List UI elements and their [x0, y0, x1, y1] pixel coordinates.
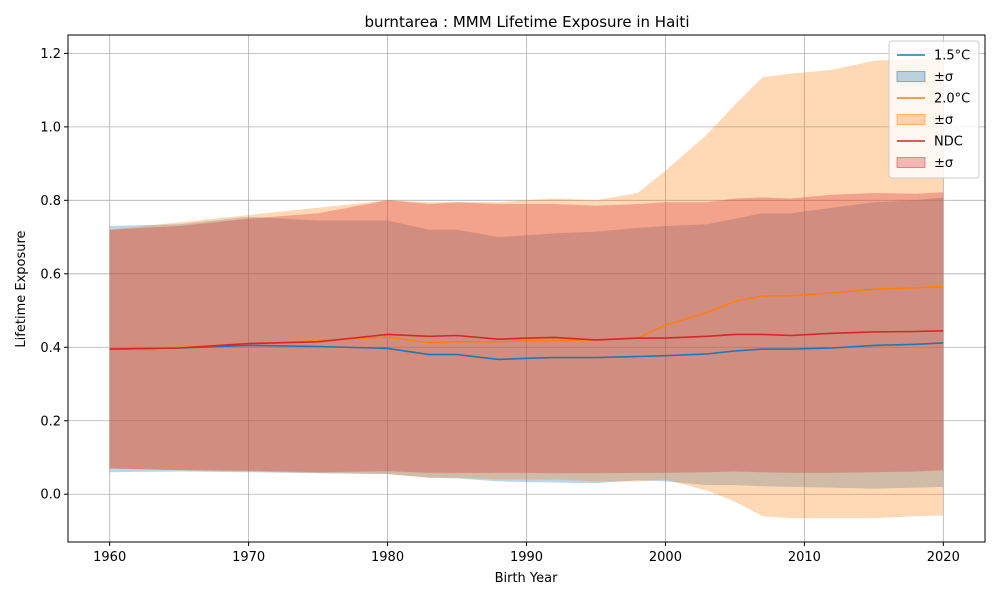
legend-band-label: ±σ [934, 70, 953, 85]
legend-band-label: ±σ [934, 156, 953, 171]
band-1 [109, 57, 944, 519]
x-tick-label: 2010 [788, 550, 821, 565]
x-tick-label: 1970 [232, 550, 265, 565]
x-axis-label: Birth Year [495, 571, 559, 586]
y-tick-label: 1.0 [40, 120, 61, 135]
legend-band-label: ±σ [934, 113, 953, 128]
x-tick-label: 1980 [371, 550, 404, 565]
chart-title: burntarea : MMM Lifetime Exposure in Hai… [365, 13, 690, 31]
y-tick-label: 0.8 [40, 194, 61, 209]
legend-entry-label: NDC [934, 135, 963, 150]
x-tick-label: 2000 [649, 550, 682, 565]
x-tick-label: 2020 [927, 550, 960, 565]
legend-entry-label: 2.0°C [934, 92, 970, 107]
y-tick-label: 0.4 [40, 341, 61, 356]
legend-entry-label: 1.5°C [934, 49, 970, 64]
y-tick-label: 0.2 [40, 414, 61, 429]
y-axis-label: Lifetime Exposure [14, 230, 29, 347]
y-tick-label: 1.2 [40, 47, 61, 62]
x-tick-label: 1960 [93, 550, 126, 565]
legend-band-swatch [896, 157, 926, 168]
series-line-2 [109, 330, 944, 350]
band-0 [109, 197, 944, 489]
legend-box [888, 40, 980, 179]
series-layer [109, 57, 944, 519]
legend: 1.5°C ±σ 2.0°C ±σ NDC ±σ [888, 40, 980, 179]
series-line-0 [109, 342, 944, 361]
ticks: 1960 1970 1980 1990 2000 2010 2020 0.0 0.2 0.4 0.6… [40, 47, 960, 565]
legend-band-swatch [896, 114, 926, 125]
y-tick-label: 0.6 [40, 267, 61, 282]
x-tick-label: 1990 [510, 550, 543, 565]
legend-band-swatch [896, 71, 926, 82]
band-2 [109, 192, 944, 474]
y-tick-label: 0.0 [40, 488, 61, 503]
